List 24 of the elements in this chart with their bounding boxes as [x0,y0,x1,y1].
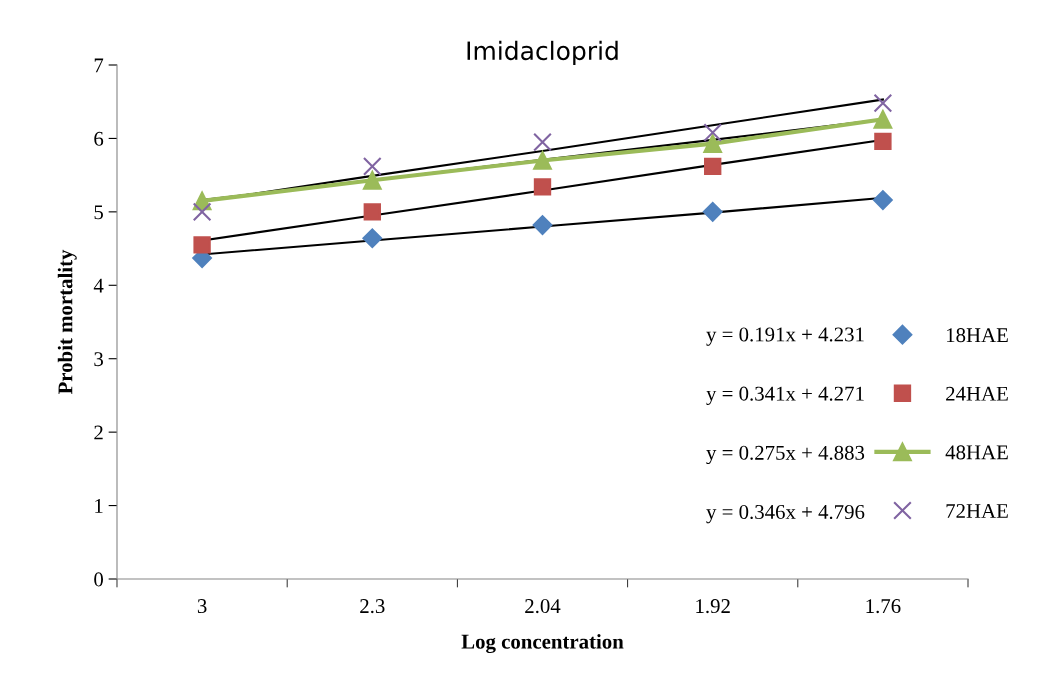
legend-label: 72HAE [946,503,1008,518]
y-axis-title: Probit mortality [57,249,77,395]
y-tick-label: 7 [94,58,104,73]
y-tick-label: 4 [93,278,104,293]
annotation: y = 0.275x + 4.883 [706,445,865,465]
annotation: y = 0.346x + 4.796 [706,504,865,524]
x-axis-title: Log concentration [461,634,624,654]
x-tick-label: 2.3 [360,599,385,614]
y-tick-label: 6 [94,131,104,146]
x-tick-label: 1.92 [696,599,730,614]
annotation: y = 0.191x + 4.231 [706,327,864,346]
y-tick-label: 3 [94,352,103,367]
y-tick-label: 2 [94,425,103,440]
legend-label: 48HAE [945,445,1008,460]
x-tick-label: 2.04 [525,599,561,614]
annotation: y = 0.341x + 4.271 [706,386,864,405]
x-tick-label: 1.76 [866,599,901,614]
x-tick-label: 3 [197,599,207,614]
y-tick-label: 5 [94,205,103,220]
legend-label: 24HAE [946,386,1008,401]
legend-label: 18HAE [947,328,1008,343]
chart-title: Imidacloprid [467,40,618,65]
y-tick-label: 0 [94,572,104,587]
y-tick-label: 1 [95,499,103,513]
